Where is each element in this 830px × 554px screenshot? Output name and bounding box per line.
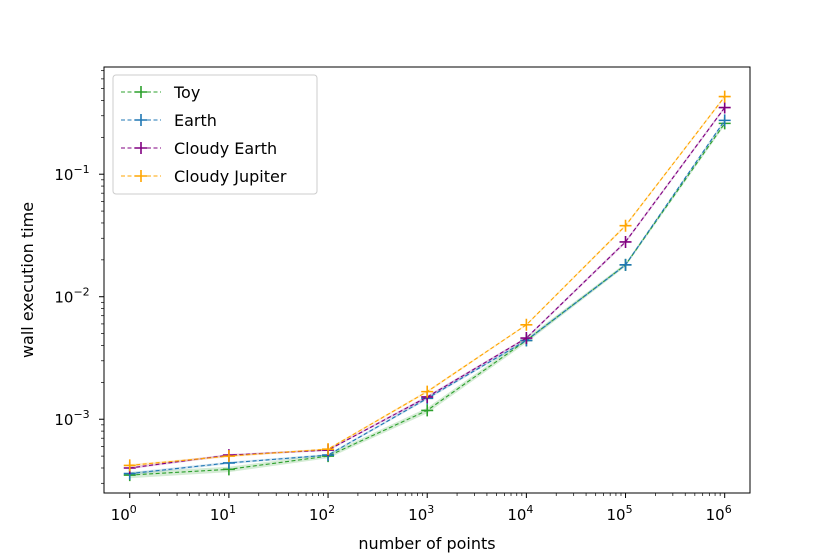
x-tick-label: 101	[210, 503, 236, 524]
x-tick-label: 106	[706, 503, 732, 524]
tick-labels: 100 101 102 103 104 105 106 10−3 10−2 10−1	[54, 163, 731, 524]
data-point	[322, 443, 335, 456]
legend-box	[112, 74, 318, 195]
data-point	[123, 459, 136, 472]
data-point	[421, 404, 434, 417]
legend-label: Cloudy Earth	[174, 139, 277, 158]
x-tick-label: 103	[408, 503, 434, 524]
y-axis-label: wall execution time	[18, 202, 37, 358]
data-point	[718, 90, 731, 103]
data-point	[619, 219, 632, 232]
y-tick-label: 10−3	[54, 408, 89, 429]
tick-marks	[99, 70, 726, 498]
series-lines	[123, 90, 731, 482]
legend-label: Toy	[173, 83, 200, 102]
legend-marker	[135, 170, 147, 182]
legend: Toy Earth Cloudy Earth Cloudy Jupiter	[112, 74, 318, 195]
data-point	[718, 101, 731, 114]
legend-marker	[135, 114, 147, 126]
x-tick-label: 100	[111, 503, 137, 524]
data-point	[619, 258, 632, 271]
x-tick-label: 104	[507, 503, 533, 524]
legend-marker	[135, 142, 147, 154]
data-point	[718, 114, 731, 127]
legend-marker	[135, 86, 147, 98]
data-point	[520, 318, 533, 331]
x-axis-label: number of points	[358, 534, 495, 553]
x-tick-label: 102	[309, 503, 335, 524]
x-tick-label: 105	[606, 503, 632, 524]
data-point	[421, 385, 434, 398]
legend-label: Earth	[174, 111, 217, 130]
data-point	[619, 235, 632, 248]
data-point	[222, 450, 235, 463]
data-point	[520, 332, 533, 345]
legend-label: Cloudy Jupiter	[174, 167, 287, 186]
y-tick-label: 10−1	[54, 163, 89, 184]
y-tick-label: 10−2	[54, 286, 89, 307]
